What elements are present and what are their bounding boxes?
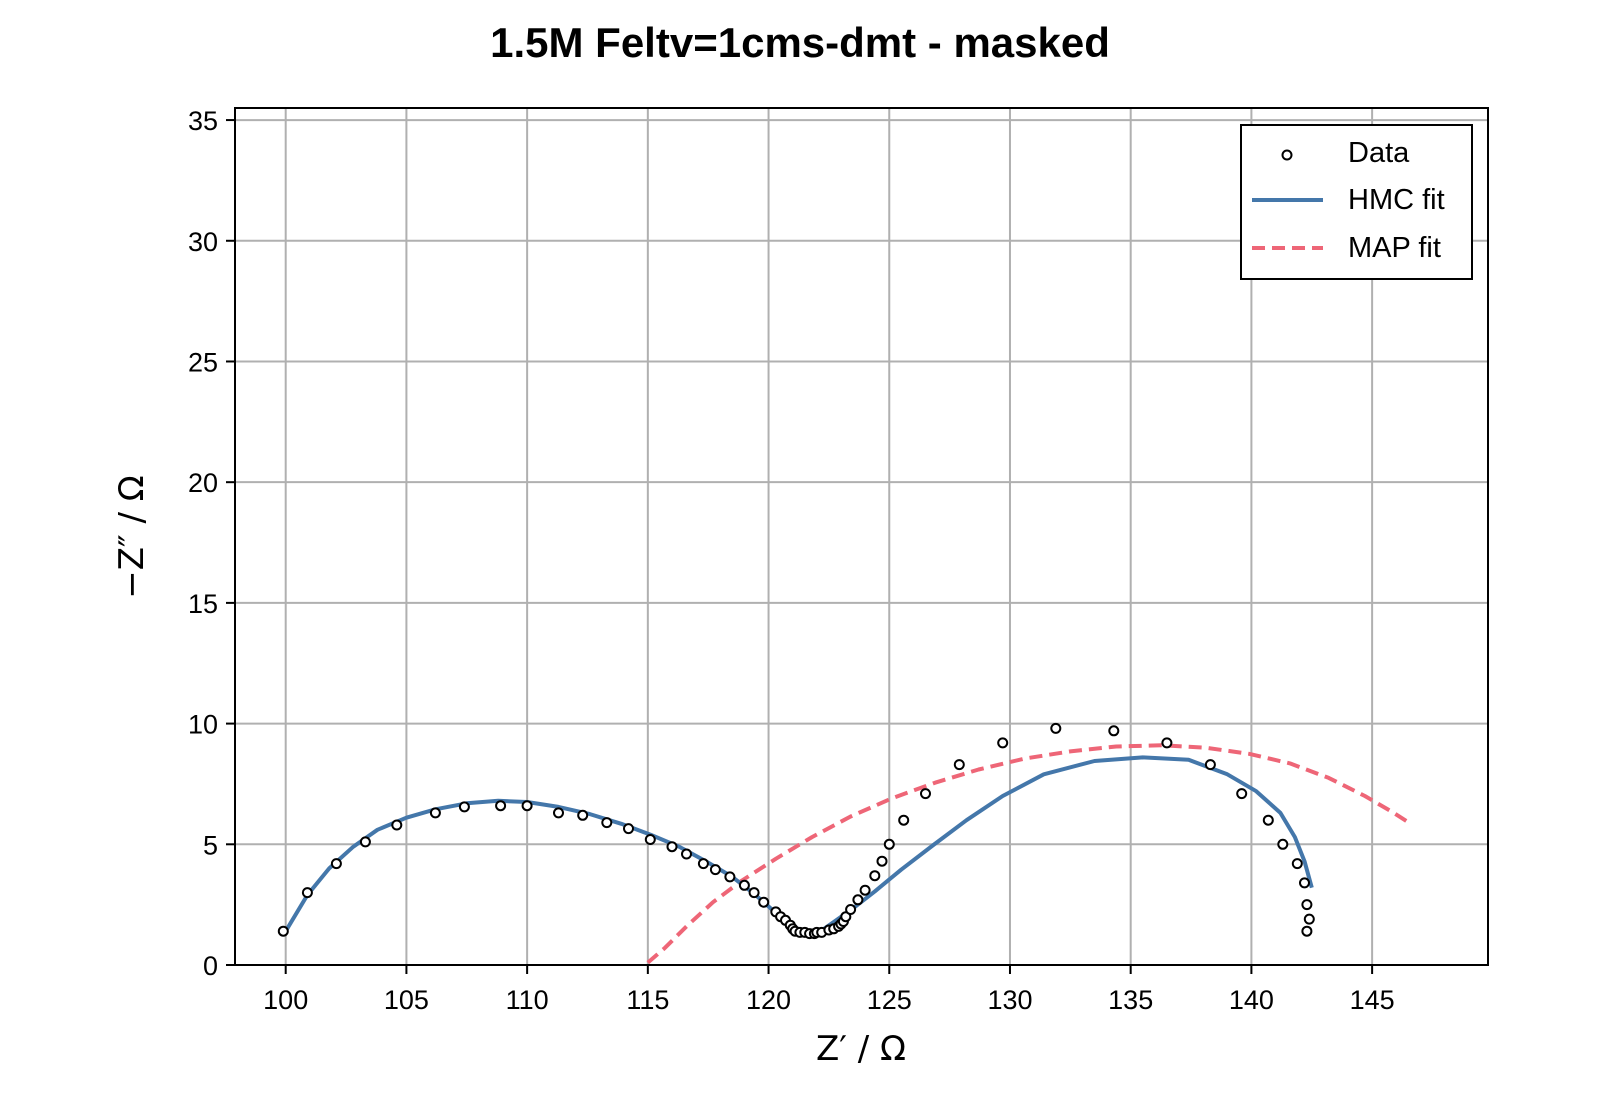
data-point	[1236, 788, 1248, 800]
axis-ticks: 100 105 110 115 120 125 130 135 140 145 0 5 10 15 20 25…	[188, 106, 1395, 1015]
legend-marker-data	[1281, 149, 1293, 161]
data-point	[623, 823, 634, 835]
data-point	[601, 817, 613, 829]
x-tick-label: 130	[987, 985, 1032, 1015]
series-line-map-fit	[646, 743, 1412, 965]
axes-frame	[234, 107, 1489, 966]
data-point	[1301, 899, 1313, 911]
data-point	[301, 887, 313, 899]
data-point	[577, 809, 589, 821]
data-point	[429, 807, 441, 819]
y-tick-label: 5	[203, 830, 218, 860]
x-axis-label: Z′ / Ω	[816, 1029, 906, 1069]
data-point	[859, 884, 871, 896]
data-point	[666, 841, 678, 853]
data-point	[845, 904, 857, 915]
y-tick-label: 35	[188, 106, 218, 136]
data-point	[521, 800, 533, 812]
data-point	[1050, 722, 1062, 734]
legend-label-hmc-fit: HMC fit	[1348, 184, 1445, 216]
data-point	[724, 871, 736, 883]
data-point	[495, 800, 507, 812]
y-tick-label: 15	[188, 589, 218, 619]
data-point	[458, 801, 470, 813]
data-point	[840, 911, 852, 923]
x-tick-label: 135	[1108, 985, 1153, 1015]
data-point	[738, 879, 750, 891]
data-point	[697, 858, 709, 870]
data-point	[391, 819, 403, 831]
data-point	[876, 855, 888, 867]
data-point	[869, 870, 881, 882]
data-point	[681, 848, 692, 860]
x-tick-label: 115	[626, 985, 669, 1015]
data-point	[330, 858, 342, 870]
data-point	[1301, 925, 1313, 937]
data-point	[748, 887, 760, 899]
y-tick-label: 25	[188, 347, 218, 377]
data-point	[920, 788, 931, 800]
data-point	[709, 864, 721, 876]
y-tick-label: 30	[188, 227, 218, 257]
legend-label-data: Data	[1348, 137, 1410, 169]
legend-label-map-fit: MAP fit	[1348, 232, 1441, 264]
data-point	[898, 814, 910, 826]
data-point	[1204, 759, 1216, 771]
data-point	[644, 834, 656, 845]
chart-title: 1.5M Feltv=1cms-dmt - masked	[490, 19, 1110, 66]
y-axis-label: −Z″ / Ω	[112, 475, 152, 599]
data-point	[852, 894, 864, 906]
data-point	[359, 836, 371, 848]
data-point	[277, 925, 289, 937]
data-point	[997, 737, 1009, 749]
y-tick-label: 0	[203, 951, 218, 981]
x-tick-label: 140	[1229, 985, 1274, 1015]
data-point	[1303, 913, 1315, 925]
data-point	[1277, 838, 1289, 850]
data-point	[953, 759, 965, 771]
x-tick-label: 100	[263, 985, 308, 1015]
data-point	[1291, 858, 1303, 870]
data-point	[1161, 737, 1173, 749]
data-point	[1108, 725, 1120, 737]
x-tick-label: 110	[506, 985, 549, 1015]
x-tick-label: 125	[867, 985, 912, 1015]
data-point	[553, 807, 564, 819]
data-point	[883, 838, 895, 850]
data-point	[758, 896, 770, 908]
y-tick-label: 10	[188, 710, 218, 740]
data-point	[1262, 814, 1274, 826]
data-point	[1299, 877, 1310, 889]
x-tick-label: 120	[746, 985, 791, 1015]
plot-area	[277, 722, 1412, 965]
x-tick-label: 145	[1350, 985, 1395, 1015]
x-tick-label: 105	[384, 985, 429, 1015]
y-tick-label: 20	[188, 468, 218, 498]
legend: Data HMC fit MAP fit	[1240, 124, 1473, 280]
